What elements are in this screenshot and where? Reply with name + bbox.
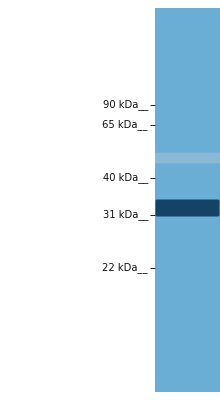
FancyBboxPatch shape: [155, 152, 220, 164]
Text: 65 kDa__: 65 kDa__: [103, 120, 148, 130]
Text: 31 kDa__: 31 kDa__: [103, 210, 148, 220]
Text: 90 kDa__: 90 kDa__: [103, 100, 148, 110]
Bar: [155, 8, 220, 392]
FancyBboxPatch shape: [156, 200, 220, 216]
Text: 40 kDa__: 40 kDa__: [103, 172, 148, 184]
Text: 22 kDa__: 22 kDa__: [103, 262, 148, 274]
